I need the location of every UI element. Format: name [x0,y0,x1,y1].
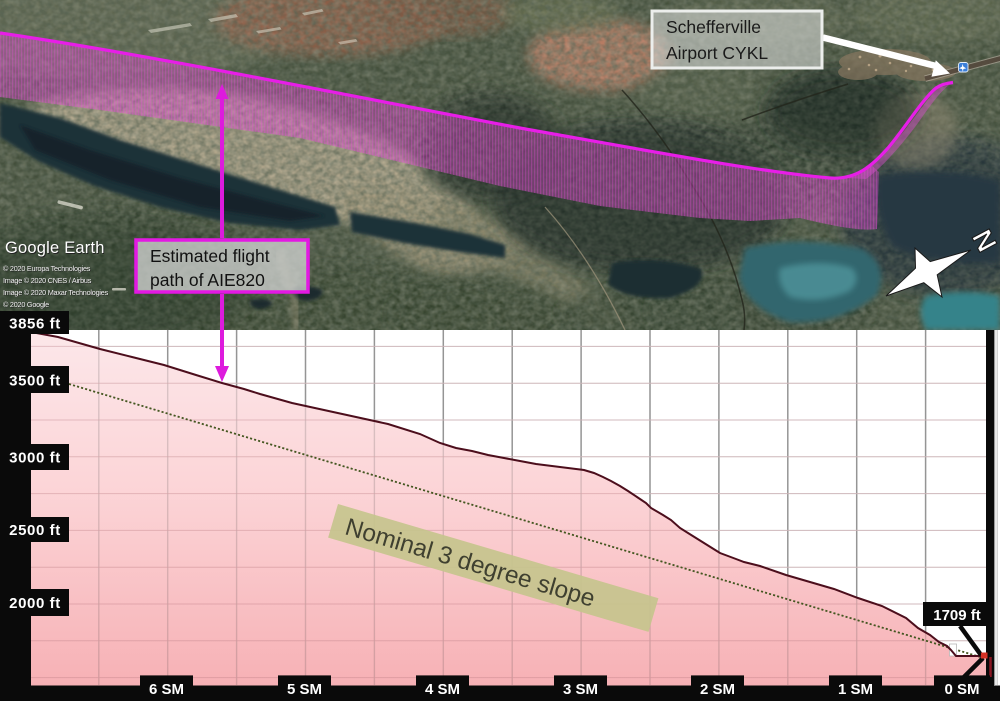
svg-text:Google Earth: Google Earth [6,240,106,258]
svg-text:Schefferville: Schefferville [666,17,761,37]
svg-text:Airport CYKL: Airport CYKL [666,43,768,63]
svg-text:Estimated flight: Estimated flight [150,246,270,266]
svg-text:Image © 2020 CNES / Airbus: Image © 2020 CNES / Airbus [4,277,93,286]
svg-text:© 2020 Google: © 2020 Google [4,301,50,310]
svg-text:4 SM: 4 SM [425,681,460,698]
svg-text:2 SM: 2 SM [700,681,735,698]
svg-text:6 SM: 6 SM [149,681,184,698]
svg-text:© 2020 Google: © 2020 Google [3,300,49,309]
svg-text:© 2020 Europa Technologies: © 2020 Europa Technologies [4,265,92,274]
svg-text:Image © 2020 Maxar Technologie: Image © 2020 Maxar Technologies [4,289,110,298]
svg-text:Google Earth: Google Earth [5,239,105,257]
svg-text:3856 ft: 3856 ft [9,316,61,333]
svg-text:0 SM: 0 SM [944,681,979,698]
svg-text:2000 ft: 2000 ft [9,595,61,612]
svg-text:3000 ft: 3000 ft [9,450,61,467]
svg-text:Image © 2020 CNES / Airbus: Image © 2020 CNES / Airbus [3,276,92,285]
svg-text:1 SM: 1 SM [838,681,873,698]
svg-text:3500 ft: 3500 ft [9,373,61,390]
svg-text:2500 ft: 2500 ft [9,522,61,539]
svg-text:3 SM: 3 SM [563,681,598,698]
svg-text:path of AIE820: path of AIE820 [150,270,265,290]
svg-text:© 2020 Europa Technologies: © 2020 Europa Technologies [3,264,91,273]
svg-text:Image © 2020 Maxar Technologie: Image © 2020 Maxar Technologies [3,288,109,297]
svg-text:1709 ft: 1709 ft [933,607,981,624]
svg-text:5 SM: 5 SM [287,681,322,698]
